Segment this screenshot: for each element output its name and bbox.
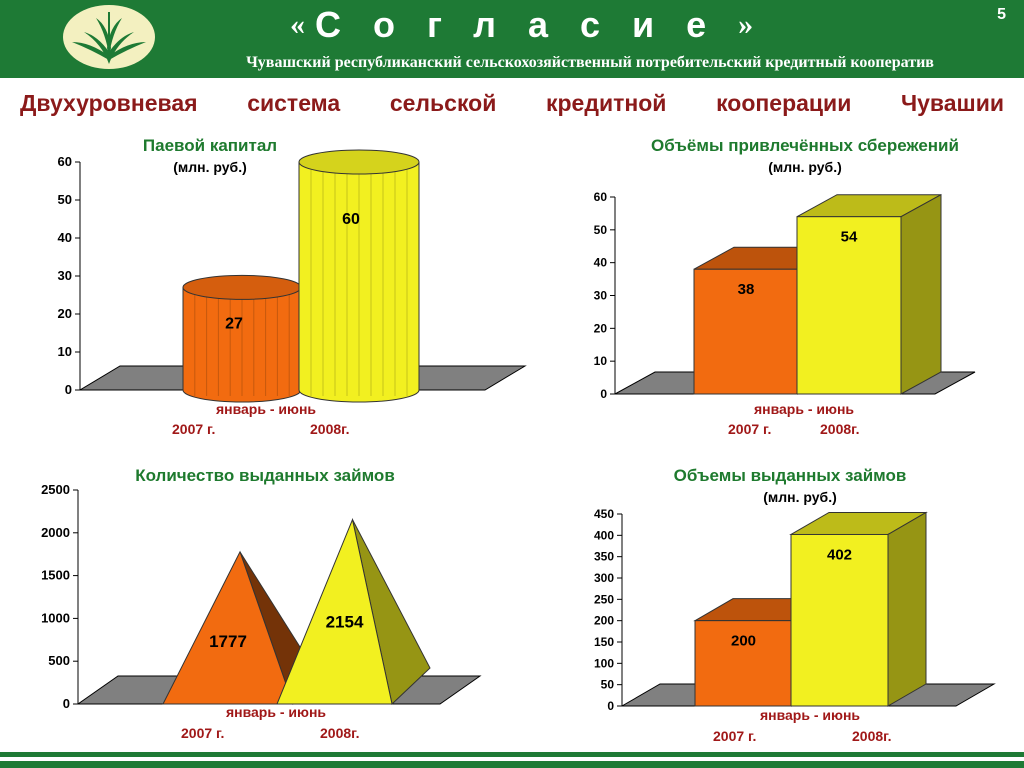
category-label-2007: 2007 г.: [713, 728, 757, 744]
y-tick-label: 0: [607, 699, 614, 713]
page-title-word: кредитной: [546, 90, 667, 116]
data-label: 38: [738, 281, 755, 298]
chart-unit-label: (млн. руб.): [763, 489, 837, 505]
chart-title: Паевой капитал: [142, 136, 278, 155]
category-label-2008: 2008г.: [820, 421, 860, 437]
pyramid-front-face: [162, 550, 294, 705]
bar-front-face: [693, 268, 799, 395]
y-tick-label: 20: [594, 321, 608, 335]
y-tick-label: 300: [594, 571, 614, 585]
y-tick-label: 20: [58, 306, 72, 321]
y-tick-label: 50: [594, 223, 608, 237]
data-label: 60: [342, 211, 360, 228]
footer-line: [0, 752, 1024, 757]
y-tick-label: 40: [58, 230, 72, 245]
y-tick-label: 0: [65, 382, 72, 397]
chart-unit-label: (млн. руб.): [173, 159, 247, 175]
category-label-2008: 2008г.: [310, 421, 350, 437]
y-tick-label: 150: [594, 635, 614, 649]
page-number: 5: [997, 6, 1006, 23]
bar-front-face: [790, 533, 889, 707]
data-label: 1777: [209, 632, 247, 651]
y-tick-label: 10: [594, 354, 608, 368]
y-tick-label: 1500: [41, 568, 70, 583]
category-label-2007: 2007 г.: [172, 421, 216, 437]
y-tick-label: 30: [594, 289, 608, 303]
y-tick-label: 2500: [41, 482, 70, 497]
y-tick-label: 2000: [41, 525, 70, 540]
chart-period-label: январь - июнь: [759, 707, 861, 723]
page-title-word: сельской: [389, 90, 497, 116]
page-title-word: кооперации: [716, 90, 852, 116]
y-tick-label: 350: [594, 550, 614, 564]
y-tick-label: 50: [601, 678, 615, 692]
y-tick-label: 450: [594, 507, 614, 521]
y-tick-label: 100: [594, 656, 614, 670]
brand-close-quote: »: [738, 8, 754, 41]
data-label: 200: [731, 633, 756, 650]
page-title: Двухуровневая система сельской кредитной…: [20, 90, 1004, 117]
category-label-2007: 2007 г.: [728, 421, 772, 437]
bar-front-face: [796, 216, 902, 395]
category-label-2008: 2008г.: [320, 725, 360, 741]
chart-title: Объемы выданных займов: [673, 466, 907, 485]
bar-side-face: [887, 511, 927, 707]
brand-title: « Согласие »: [290, 2, 830, 48]
y-tick-label: 0: [600, 387, 607, 401]
brand-name: Согласие: [315, 4, 739, 45]
data-label: 54: [841, 229, 858, 246]
header-bar: « Согласие » 5 Чувашский республиканский…: [0, 0, 1024, 78]
y-tick-label: 1000: [41, 610, 70, 625]
y-tick-label: 200: [594, 614, 614, 628]
y-tick-label: 250: [594, 592, 614, 606]
wheat-logo-icon: [63, 5, 155, 69]
footer-line: [0, 761, 1024, 768]
bar-front-face: [694, 620, 793, 707]
y-tick-label: 40: [594, 256, 608, 270]
category-label-2008: 2008г.: [852, 728, 892, 744]
y-tick-label: 10: [58, 344, 72, 359]
chart-period-label: январь - июнь: [215, 401, 317, 417]
chart-period-label: январь - июнь: [225, 704, 327, 720]
data-label: 2154: [326, 613, 364, 632]
y-tick-label: 0: [63, 696, 70, 711]
brand-open-quote: «: [290, 8, 305, 41]
y-tick-label: 60: [594, 190, 608, 204]
pyramid-front-face: [276, 517, 393, 705]
page-title-word: Чувашии: [900, 90, 1004, 116]
chart-unit-label: (млн. руб.): [768, 159, 842, 175]
page-title-word: Двухуровневая: [20, 90, 198, 116]
chart-title: Объёмы привлечённых сбережений: [651, 136, 959, 155]
y-tick-label: 30: [58, 268, 72, 283]
data-label: 402: [827, 546, 852, 563]
y-tick-label: 50: [58, 192, 72, 207]
category-label-2007: 2007 г.: [181, 725, 225, 741]
header-subtitle: Чувашский республиканский сельскохозяйст…: [246, 54, 934, 71]
data-label: 27: [225, 316, 243, 333]
chart-period-label: январь - июнь: [753, 401, 855, 417]
chart-title: Количество выданных займов: [135, 466, 395, 485]
bar-cylinder-top: [298, 149, 420, 175]
y-tick-label: 500: [48, 653, 70, 668]
page-title-word: система: [247, 90, 341, 116]
y-tick-label: 60: [58, 154, 72, 169]
y-tick-label: 400: [594, 528, 614, 542]
